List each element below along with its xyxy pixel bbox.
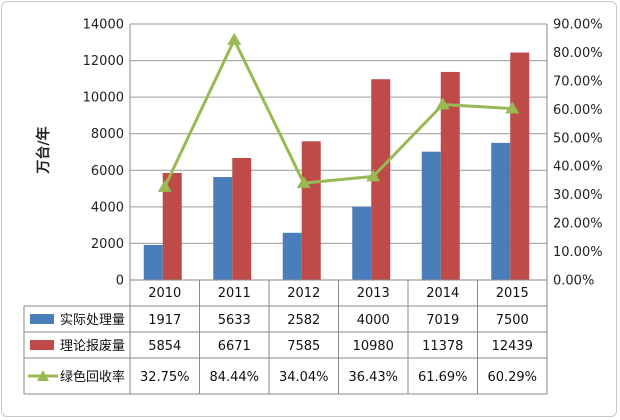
table-cell: 11378 bbox=[422, 339, 463, 354]
x-tick-label: 2014 bbox=[426, 286, 459, 301]
table-cell: 6671 bbox=[218, 339, 251, 354]
bar-理论报废量-2011 bbox=[232, 158, 252, 280]
gridlines bbox=[130, 23, 547, 244]
x-tick-label: 2011 bbox=[218, 286, 251, 301]
y-tick-label: 4000 bbox=[91, 200, 124, 215]
bar-理论报废量-2010 bbox=[162, 172, 182, 280]
table-cell: 10980 bbox=[353, 339, 394, 354]
y2-tick-label: 50.00% bbox=[553, 131, 603, 146]
marker-2012 bbox=[296, 176, 311, 189]
table-cell: 7019 bbox=[426, 313, 459, 328]
table-cell: 5633 bbox=[218, 313, 251, 328]
table-cell: 2582 bbox=[287, 313, 320, 328]
marker-2010 bbox=[157, 179, 172, 192]
table-cell: 84.44% bbox=[209, 370, 259, 385]
y2-tick-label: 80.00% bbox=[553, 46, 603, 61]
table-cell: 34.04% bbox=[279, 370, 329, 385]
marker-2014 bbox=[435, 97, 450, 110]
table-cell: 32.75% bbox=[140, 370, 190, 385]
legend-label-绿色回收率: 绿色回收率 bbox=[60, 369, 125, 385]
y-tick-label: 8000 bbox=[91, 127, 124, 142]
y2-tick-label: 0.00% bbox=[553, 274, 594, 289]
x-tick-label: 2010 bbox=[148, 286, 181, 301]
y-tick-label: 0 bbox=[116, 274, 124, 289]
bar-理论报废量-2014 bbox=[440, 71, 460, 280]
y2-tick-label: 70.00% bbox=[553, 74, 603, 89]
y2-tick-label: 30.00% bbox=[553, 188, 603, 203]
bar-实际处理量-2010 bbox=[143, 244, 163, 280]
table-cell: 61.69% bbox=[418, 370, 468, 385]
x-tick-label: 2012 bbox=[287, 286, 320, 301]
y-tick-label: 6000 bbox=[91, 164, 124, 179]
axes: 0 2000 4000 6000 8000 10000 12000 14000 0.00% 10.… bbox=[83, 18, 603, 289]
data-table: 2010 2011 2012 2013 2014 2015 实际处理量 1917 5633 258… bbox=[23, 279, 548, 395]
legend-label-实际处理量: 实际处理量 bbox=[60, 313, 125, 328]
y-tick-label: 2000 bbox=[91, 237, 124, 252]
y-tick-label: 14000 bbox=[83, 18, 124, 33]
y2-tick-label: 90.00% bbox=[553, 18, 603, 33]
bar-实际处理量-2012 bbox=[282, 232, 302, 280]
marker-2015 bbox=[505, 101, 520, 114]
y-axis-label: 万台/年 bbox=[35, 126, 52, 174]
table-cell: 1917 bbox=[148, 313, 181, 328]
legend-key-实际处理量 bbox=[30, 314, 54, 324]
x-tick-label: 2015 bbox=[496, 286, 529, 301]
bars bbox=[143, 52, 530, 280]
table-cell: 7500 bbox=[496, 313, 529, 328]
bar-理论报废量-2015 bbox=[510, 52, 530, 280]
bar-理论报废量-2012 bbox=[301, 141, 321, 280]
y2-tick-label: 20.00% bbox=[553, 217, 603, 232]
y2-tick-label: 10.00% bbox=[553, 245, 603, 260]
x-tick-label: 2013 bbox=[357, 286, 390, 301]
legend-key-理论报废量 bbox=[30, 340, 54, 350]
table-cell: 36.43% bbox=[348, 370, 398, 385]
y-tick-label: 12000 bbox=[83, 54, 124, 69]
bar-实际处理量-2015 bbox=[491, 142, 511, 280]
marker-2011 bbox=[227, 32, 242, 45]
bar-理论报废量-2013 bbox=[371, 79, 391, 280]
y2-tick-label: 40.00% bbox=[553, 160, 603, 175]
table-cell: 60.29% bbox=[487, 370, 537, 385]
table-cell: 4000 bbox=[357, 313, 390, 328]
marker-2013 bbox=[366, 169, 381, 182]
bar-实际处理量-2011 bbox=[213, 176, 233, 280]
y2-tick-label: 60.00% bbox=[553, 103, 603, 118]
legend-key-marker bbox=[37, 370, 49, 381]
legend-label-理论报废量: 理论报废量 bbox=[60, 338, 125, 354]
table-cell: 12439 bbox=[492, 339, 533, 354]
bar-实际处理量-2013 bbox=[352, 206, 372, 280]
y-tick-label: 10000 bbox=[83, 91, 124, 106]
table-cell: 7585 bbox=[287, 339, 320, 354]
table-cell: 5854 bbox=[148, 339, 181, 354]
bar-实际处理量-2014 bbox=[421, 151, 441, 280]
line-绿色回收率 bbox=[163, 38, 513, 188]
rate-line bbox=[157, 32, 520, 192]
